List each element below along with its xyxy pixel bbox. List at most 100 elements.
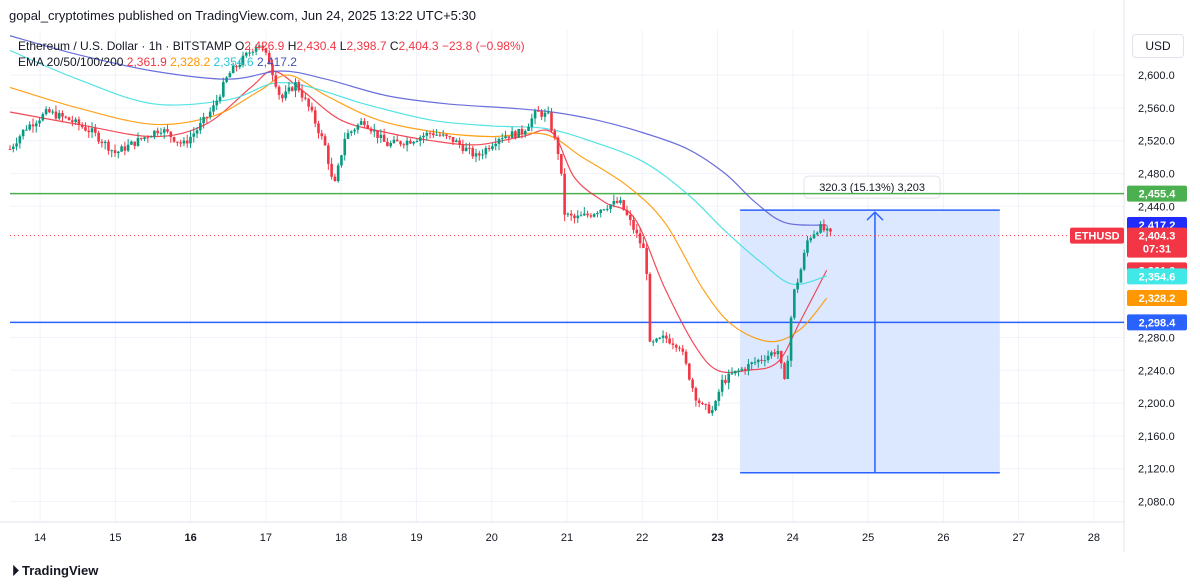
candle-body-84 xyxy=(284,91,287,99)
candle-body-60 xyxy=(205,116,209,118)
candle-body-123 xyxy=(412,141,415,144)
candle-body-219 xyxy=(727,373,731,383)
candle-body-18 xyxy=(67,117,71,121)
price-tag-label-6: 2,298.4 xyxy=(1139,317,1177,329)
candle-body-23 xyxy=(84,127,87,131)
candle-body-222 xyxy=(737,370,740,372)
candle-body-160 xyxy=(533,110,537,119)
candle-body-141 xyxy=(471,148,475,157)
candle-body-46 xyxy=(159,132,163,134)
time-tick-7: 21 xyxy=(561,532,573,544)
candle-body-218 xyxy=(724,379,727,383)
tradingview-wordmark: TradingView xyxy=(22,563,99,578)
candle-body-62 xyxy=(212,105,215,112)
price-tag-label-0: 2,455.4 xyxy=(1139,189,1177,201)
candle-body-16 xyxy=(61,113,64,117)
candle-body-61 xyxy=(208,111,212,117)
candle-body-110 xyxy=(369,128,373,132)
candle-body-114 xyxy=(382,134,386,142)
candle-body-135 xyxy=(451,137,455,143)
candle-body-165 xyxy=(550,112,553,131)
candle-body-35 xyxy=(123,146,127,151)
candle-body-36 xyxy=(126,144,130,151)
candle-body-132 xyxy=(441,134,445,136)
legend-ema-label[interactable]: EMA 20/50/100/200 xyxy=(18,55,124,69)
candle-body-129 xyxy=(432,133,435,136)
legend-open: 2,426.9 xyxy=(244,39,285,53)
candle-body-85 xyxy=(287,87,291,92)
ema-line-2 xyxy=(9,74,828,343)
currency-button[interactable]: USD xyxy=(1132,34,1184,58)
candle-body-214 xyxy=(711,410,714,414)
candle-body-192 xyxy=(638,233,642,244)
candle-body-136 xyxy=(455,140,458,143)
candle-body-179 xyxy=(596,212,599,215)
candle-body-227 xyxy=(753,362,757,364)
candle-body-154 xyxy=(514,131,517,138)
price-tag-5 xyxy=(1127,289,1187,306)
candle-body-117 xyxy=(392,139,396,143)
candle-body-26 xyxy=(94,128,97,133)
candle-body-1 xyxy=(11,146,15,149)
candle-body-75 xyxy=(254,46,258,52)
candle-body-140 xyxy=(468,147,471,149)
candle-body-203 xyxy=(674,344,678,348)
candle-body-210 xyxy=(697,400,701,403)
symbol-tag-label: ETHUSD xyxy=(1074,231,1119,243)
candle-body-241 xyxy=(799,269,803,283)
candle-body-82 xyxy=(277,86,281,95)
publisher-note: gopal_cryptotimes published on TradingVi… xyxy=(9,8,476,23)
time-tick-8: 22 xyxy=(636,532,648,544)
candle-body-164 xyxy=(546,112,550,114)
candle-body-67 xyxy=(228,73,232,78)
candle-body-5 xyxy=(25,129,28,131)
candle-body-171 xyxy=(569,213,573,216)
candle-body-11 xyxy=(44,109,48,115)
candle-body-191 xyxy=(635,229,639,234)
price-tick-5: 2,280.0 xyxy=(1138,333,1175,345)
candle-body-137 xyxy=(458,140,461,145)
candle-body-167 xyxy=(556,137,560,155)
candle-body-225 xyxy=(747,364,750,371)
candle-body-103 xyxy=(346,132,350,139)
candle-body-250 xyxy=(829,228,832,232)
candle-body-156 xyxy=(520,128,524,135)
candle-body-139 xyxy=(464,147,468,152)
candle-body-208 xyxy=(691,379,694,389)
candle-body-58 xyxy=(199,123,202,131)
candle-body-180 xyxy=(599,209,603,213)
chart-legend: Ethereum / U.S. Dollar · 1h · BITSTAMP O… xyxy=(18,38,525,70)
candle-body-74 xyxy=(251,51,255,53)
candle-body-70 xyxy=(238,64,242,68)
candle-body-13 xyxy=(51,111,54,113)
price-tag-label-2: 2,404.3 xyxy=(1139,231,1176,243)
candle-body-34 xyxy=(120,146,123,152)
candle-body-245 xyxy=(812,234,816,239)
candle-body-145 xyxy=(484,148,488,155)
candle-body-52 xyxy=(179,142,182,144)
candle-body-69 xyxy=(235,66,238,68)
measure-label: 320.3 (15.13%) 3,203 xyxy=(819,182,925,194)
candle-body-30 xyxy=(107,141,110,151)
tradingview-logo[interactable]: ⏵ TradingView xyxy=(12,562,98,579)
candle-body-162 xyxy=(540,111,543,117)
symbol-tag xyxy=(1070,227,1124,244)
candle-body-184 xyxy=(612,201,616,205)
candle-body-116 xyxy=(389,142,392,147)
price-tag-countdown: 07:31 xyxy=(1143,244,1171,256)
candle-body-39 xyxy=(136,137,140,146)
candle-body-12 xyxy=(48,109,51,113)
price-tag-6 xyxy=(1127,314,1187,331)
candle-body-216 xyxy=(717,391,721,401)
candle-body-119 xyxy=(399,141,402,145)
measure-range-box xyxy=(740,210,1000,473)
price-tick-2: 2,520.0 xyxy=(1138,136,1175,148)
candle-body-118 xyxy=(395,139,399,142)
legend-symbol[interactable]: Ethereum / U.S. Dollar · 1h · BITSTAMP xyxy=(18,39,232,53)
time-tick-0: 14 xyxy=(34,532,46,544)
candle-body-104 xyxy=(350,131,353,133)
candle-body-81 xyxy=(274,75,278,87)
candle-body-189 xyxy=(628,214,632,220)
